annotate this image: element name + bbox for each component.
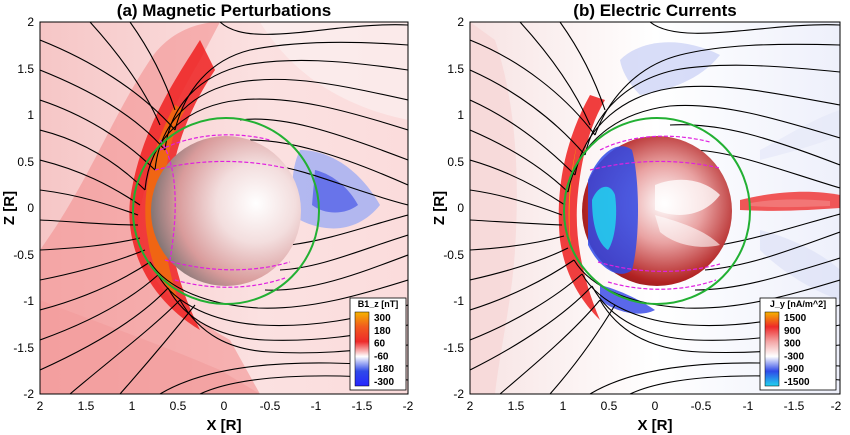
x-tick: 1.5 bbox=[508, 399, 525, 413]
x-tick: 2 bbox=[37, 399, 44, 413]
legend-title: J_y [nA/m^2] bbox=[770, 299, 826, 309]
legend-level: -300 bbox=[374, 377, 394, 388]
panel-b-title: (b) Electric Currents bbox=[573, 1, 736, 20]
x-tick: 1 bbox=[560, 399, 567, 413]
x-tick: 0 bbox=[221, 399, 228, 413]
panel-b-ylabel: Z [R] bbox=[431, 191, 448, 225]
legend-colorbar bbox=[764, 311, 780, 387]
x-tick: 0 bbox=[652, 399, 659, 413]
y-tick: 0 bbox=[27, 201, 34, 215]
panel-a-streamlines bbox=[40, 22, 408, 394]
panel-a-magenta-lines bbox=[154, 134, 291, 288]
x-tick: -2 bbox=[831, 399, 842, 413]
panel-b-frame bbox=[469, 21, 841, 395]
legend-level: 1500 bbox=[784, 313, 807, 324]
legend-colorbar bbox=[354, 311, 370, 387]
panel-a-contour bbox=[40, 22, 408, 394]
legend-level: -1500 bbox=[784, 377, 810, 388]
panel-a-frame bbox=[39, 21, 409, 395]
y-tick: -1.5 bbox=[443, 341, 464, 355]
y-tick: -2 bbox=[453, 387, 464, 401]
panel-a-y-ticks: 2 1.5 1 0.5 0 -0.5 -1 -1.5 -2 bbox=[13, 15, 34, 401]
y-tick: -0.5 bbox=[443, 248, 464, 262]
y-tick: 1.5 bbox=[447, 62, 464, 76]
panel-b-sphere-currents bbox=[588, 146, 720, 274]
x-tick: 1.5 bbox=[78, 399, 95, 413]
panel-b-magenta-lines bbox=[589, 135, 721, 290]
x-tick: 0.5 bbox=[170, 399, 187, 413]
panel-a-title: (a) Magnetic Perturbations bbox=[117, 1, 331, 20]
x-tick: -1.5 bbox=[352, 399, 373, 413]
legend-level: 180 bbox=[374, 326, 391, 337]
panel-b-xlabel: X [R] bbox=[638, 417, 673, 434]
panel-b: (b) Electric Currents bbox=[431, 1, 842, 434]
legend-level: -180 bbox=[374, 364, 394, 375]
legend-level: 300 bbox=[784, 339, 801, 350]
panel-a-green-circle bbox=[132, 117, 320, 305]
legend-level: 900 bbox=[784, 326, 801, 337]
y-tick: 0 bbox=[457, 201, 464, 215]
legend-title: B1_z [nT] bbox=[358, 299, 399, 309]
x-tick: -2 bbox=[403, 399, 414, 413]
x-tick: -1 bbox=[311, 399, 322, 413]
panel-b-legend: J_y [nA/m^2] 1500 900 300-300 -900 -1500 bbox=[759, 297, 837, 391]
legend-level: -900 bbox=[784, 364, 804, 375]
panel-b-green-circle bbox=[563, 117, 751, 305]
panel-a-xlabel: X [R] bbox=[207, 417, 242, 434]
y-tick: -1 bbox=[453, 294, 464, 308]
x-tick: -1.5 bbox=[784, 399, 805, 413]
y-tick: 1 bbox=[457, 108, 464, 122]
y-tick: -1.5 bbox=[13, 341, 34, 355]
x-tick: 2 bbox=[467, 399, 474, 413]
y-tick: -1 bbox=[23, 294, 34, 308]
panel-a-ylabel: Z [R] bbox=[1, 191, 18, 225]
x-tick: -0.5 bbox=[691, 399, 712, 413]
y-tick: 0.5 bbox=[447, 155, 464, 169]
x-tick: -1 bbox=[743, 399, 754, 413]
legend-level: -60 bbox=[374, 351, 389, 362]
y-tick: 1 bbox=[27, 108, 34, 122]
panel-a-x-ticks: 2 1.5 1 0.5 0 -0.5 -1 -1.5 -2 bbox=[37, 399, 414, 413]
y-tick: 2 bbox=[27, 15, 34, 29]
panel-a-legend: B1_z [nT] 300 180 60-60 -180 -300 bbox=[349, 297, 407, 391]
x-tick: 1 bbox=[129, 399, 136, 413]
panel-a: (a) Magnetic Perturbations bbox=[1, 1, 414, 434]
y-tick: -2 bbox=[23, 387, 34, 401]
legend-level: 300 bbox=[374, 313, 391, 324]
panel-b-x-ticks: 2 1.5 1 0.5 0 -0.5 -1 -1.5 -2 bbox=[467, 399, 842, 413]
y-tick: 1.5 bbox=[17, 62, 34, 76]
y-tick: 2 bbox=[457, 15, 464, 29]
legend-level: 60 bbox=[374, 339, 386, 350]
x-tick: -0.5 bbox=[260, 399, 281, 413]
x-tick: 0.5 bbox=[601, 399, 618, 413]
legend-level: -300 bbox=[784, 351, 804, 362]
y-tick: -0.5 bbox=[13, 248, 34, 262]
y-tick: 0.5 bbox=[17, 155, 34, 169]
panel-a-planet bbox=[151, 136, 301, 286]
panel-b-y-ticks: 2 1.5 1 0.5 0 -0.5 -1 -1.5 -2 bbox=[443, 15, 464, 401]
